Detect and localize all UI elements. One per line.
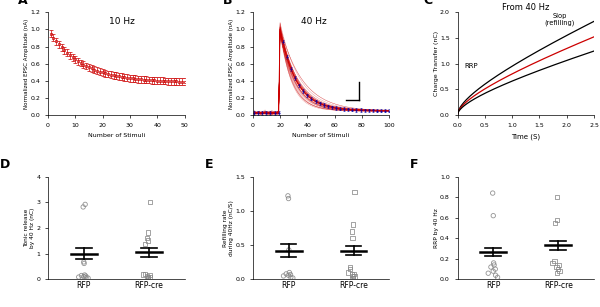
X-axis label: Time (S): Time (S) — [511, 133, 541, 140]
Point — [348, 236, 358, 241]
Point — [284, 196, 293, 201]
Point — [348, 274, 358, 278]
Point — [284, 273, 293, 278]
Point — [143, 274, 153, 279]
Point — [550, 258, 559, 263]
Point — [283, 193, 293, 198]
Point — [345, 265, 355, 270]
Point — [491, 273, 500, 278]
Point — [550, 220, 560, 225]
Point — [349, 271, 359, 276]
Point — [347, 272, 356, 277]
Point — [554, 269, 564, 274]
Point — [145, 199, 155, 204]
Point — [288, 276, 298, 281]
Text: 40 Hz: 40 Hz — [301, 17, 326, 26]
Text: F: F — [410, 158, 418, 171]
X-axis label: Number of Stimuli: Number of Stimuli — [88, 133, 145, 138]
Text: D: D — [0, 158, 10, 171]
Point — [552, 265, 562, 270]
Text: B: B — [223, 0, 232, 7]
Point — [347, 229, 357, 234]
Point — [484, 271, 493, 276]
Point — [284, 247, 293, 252]
Point — [553, 271, 562, 276]
Point — [281, 271, 291, 276]
Point — [552, 195, 562, 200]
Point — [284, 270, 294, 275]
Text: RRP: RRP — [464, 63, 478, 69]
Y-axis label: Refilling rate
during 40Hz (nC/S): Refilling rate during 40Hz (nC/S) — [223, 200, 234, 256]
Text: E: E — [205, 158, 214, 171]
Title: From 40 Hz: From 40 Hz — [502, 2, 550, 11]
Point — [143, 276, 152, 281]
Point — [493, 275, 502, 280]
Point — [79, 259, 89, 264]
Point — [81, 275, 91, 280]
Point — [79, 261, 89, 266]
Point — [490, 262, 499, 267]
Point — [143, 238, 152, 243]
Point — [138, 272, 148, 277]
Text: A: A — [18, 0, 28, 7]
Point — [343, 270, 353, 275]
Point — [486, 265, 496, 270]
Point — [143, 230, 153, 235]
Point — [286, 272, 295, 277]
Point — [145, 275, 155, 280]
Point — [286, 275, 296, 280]
Point — [554, 262, 564, 267]
Point — [350, 274, 359, 279]
Point — [488, 269, 498, 274]
Point — [80, 273, 89, 278]
Point — [348, 222, 358, 227]
Point — [490, 267, 500, 272]
Y-axis label: RRP by 40 Hz: RRP by 40 Hz — [434, 208, 439, 248]
Point — [345, 267, 355, 272]
X-axis label: Number of Stimuli: Number of Stimuli — [292, 133, 350, 138]
Point — [79, 204, 88, 209]
Point — [142, 235, 152, 240]
Text: 10 Hz: 10 Hz — [109, 17, 136, 26]
Point — [488, 213, 498, 218]
Point — [488, 191, 497, 196]
Y-axis label: Normalized EPSC Amplitude (nA): Normalized EPSC Amplitude (nA) — [229, 18, 234, 109]
Text: C: C — [424, 0, 433, 7]
Y-axis label: Charge Transfer (nC): Charge Transfer (nC) — [434, 31, 439, 96]
Point — [140, 242, 150, 247]
Point — [142, 274, 152, 278]
Point — [140, 271, 150, 276]
Point — [145, 273, 154, 278]
Point — [83, 276, 93, 281]
Point — [80, 202, 90, 207]
Point — [77, 273, 86, 278]
Text: Slop
(refilling): Slop (refilling) — [545, 13, 575, 26]
Y-axis label: Tonic release
by 40 Hz (nC): Tonic release by 40 Hz (nC) — [24, 208, 35, 248]
Point — [350, 189, 359, 194]
Y-axis label: Normalized EPSC Amplitude (nA): Normalized EPSC Amplitude (nA) — [24, 18, 29, 109]
Point — [347, 276, 357, 281]
Point — [74, 274, 83, 279]
Point — [81, 274, 91, 278]
Point — [278, 274, 288, 278]
Point — [553, 217, 562, 222]
Point — [489, 260, 499, 265]
Point — [553, 267, 563, 272]
Point — [79, 274, 89, 279]
Point — [548, 260, 557, 265]
